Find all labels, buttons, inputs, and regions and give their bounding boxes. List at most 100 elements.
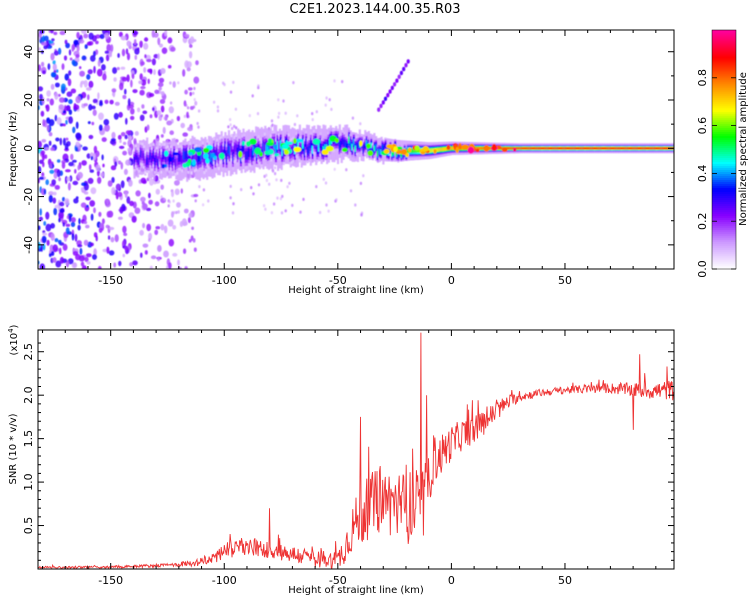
doppler-trace-mark — [404, 62, 408, 68]
band-cell — [554, 147, 557, 150]
noise-speckle — [272, 202, 276, 206]
noise-speckle — [112, 67, 118, 74]
noise-speckle — [157, 257, 160, 262]
noise-speckle — [100, 172, 105, 177]
band-cell — [610, 147, 613, 150]
noise-speckle — [62, 110, 66, 114]
noise-speckle — [87, 69, 93, 75]
noise-speckle — [62, 123, 66, 127]
band-cell — [507, 147, 510, 150]
noise-speckle — [265, 178, 269, 183]
noise-speckle — [67, 78, 72, 87]
band-cell — [365, 140, 368, 146]
noise-speckle — [251, 94, 254, 98]
band-cell — [171, 157, 174, 166]
noise-speckle — [152, 107, 155, 112]
noise-speckle — [132, 30, 139, 36]
noise-speckle — [42, 161, 45, 168]
noise-speckle — [315, 110, 318, 114]
band-cell — [570, 147, 573, 150]
band-cell — [182, 151, 185, 160]
band-cell — [535, 147, 538, 150]
band-cell — [437, 148, 440, 152]
colorbar-cell — [712, 255, 736, 258]
band-blob — [325, 145, 334, 152]
band-blob — [408, 147, 412, 153]
colorbar-cell — [712, 43, 736, 47]
colorbar-tick-label: 0.6 — [696, 117, 709, 135]
noise-speckle — [79, 70, 85, 77]
colorbar-cell — [712, 53, 736, 57]
colorbar-cell — [712, 167, 736, 171]
band-cell — [406, 148, 409, 153]
noise-speckle — [118, 260, 122, 267]
noise-speckle — [87, 177, 94, 184]
noise-speckle — [139, 114, 145, 122]
noise-speckle — [121, 77, 128, 82]
noise-speckle — [147, 78, 150, 85]
noise-speckle — [52, 197, 57, 204]
noise-speckle — [39, 93, 43, 101]
band-blob — [461, 144, 469, 150]
noise-speckle — [335, 198, 338, 202]
noise-speckle — [163, 197, 166, 201]
noise-speckle — [167, 37, 173, 44]
noise-speckle — [81, 265, 88, 269]
noise-speckle — [360, 213, 363, 217]
band-cell — [586, 147, 589, 150]
noise-speckle — [97, 59, 101, 67]
noise-speckle — [90, 213, 94, 221]
colorbar-cell — [712, 155, 736, 159]
band-blob — [491, 143, 497, 151]
noise-speckle — [131, 215, 137, 223]
spectrogram-panel: -150 -100 -50 0 50 -40 -20 0 20 40 Height of stra… — [8, 29, 675, 296]
noise-speckle — [186, 111, 189, 119]
band-cell — [211, 154, 214, 163]
noise-speckle — [122, 225, 127, 234]
band-cell — [379, 149, 382, 155]
noise-speckle — [54, 82, 60, 88]
band-cell — [270, 143, 273, 153]
y-tick-label: 1.5 — [22, 430, 35, 448]
noise-speckle — [151, 58, 156, 66]
colorbar-cell — [712, 55, 736, 59]
band-cell — [220, 144, 223, 154]
band-cell — [193, 154, 196, 164]
noise-speckle — [123, 168, 128, 175]
x-tick-label: -150 — [98, 574, 123, 587]
noise-speckle — [45, 211, 50, 220]
band-blob — [414, 145, 420, 151]
band-blob — [334, 138, 339, 143]
noise-speckle — [168, 262, 172, 269]
noise-speckle — [89, 169, 95, 173]
band-cell — [569, 147, 572, 150]
noise-speckle — [61, 63, 65, 70]
colorbar-cell — [712, 259, 736, 262]
noise-speckle — [164, 225, 168, 234]
noise-speckle — [59, 137, 63, 146]
noise-speckle — [114, 234, 119, 243]
noise-speckle — [46, 239, 50, 246]
colorbar-cell — [712, 111, 736, 115]
noise-speckle — [140, 252, 143, 258]
band-cell — [301, 140, 304, 149]
noise-speckle — [85, 224, 90, 229]
noise-speckle — [56, 69, 59, 73]
band-cell — [295, 140, 298, 149]
noise-speckle — [143, 67, 147, 73]
noise-speckle — [73, 104, 80, 111]
band-cell — [165, 154, 168, 163]
band-cell — [203, 156, 206, 165]
noise-speckle — [108, 250, 115, 256]
noise-speckle — [229, 90, 233, 94]
noise-speckle — [109, 99, 114, 105]
noise-speckle — [188, 212, 193, 218]
noise-speckle — [158, 86, 162, 91]
noise-speckle — [40, 243, 44, 252]
band-cell — [572, 147, 575, 150]
noise-speckle — [120, 162, 124, 170]
noise-speckle — [110, 138, 116, 142]
noise-speckle — [142, 110, 148, 115]
colorbar-cell — [712, 139, 736, 143]
noise-speckle — [46, 98, 50, 102]
